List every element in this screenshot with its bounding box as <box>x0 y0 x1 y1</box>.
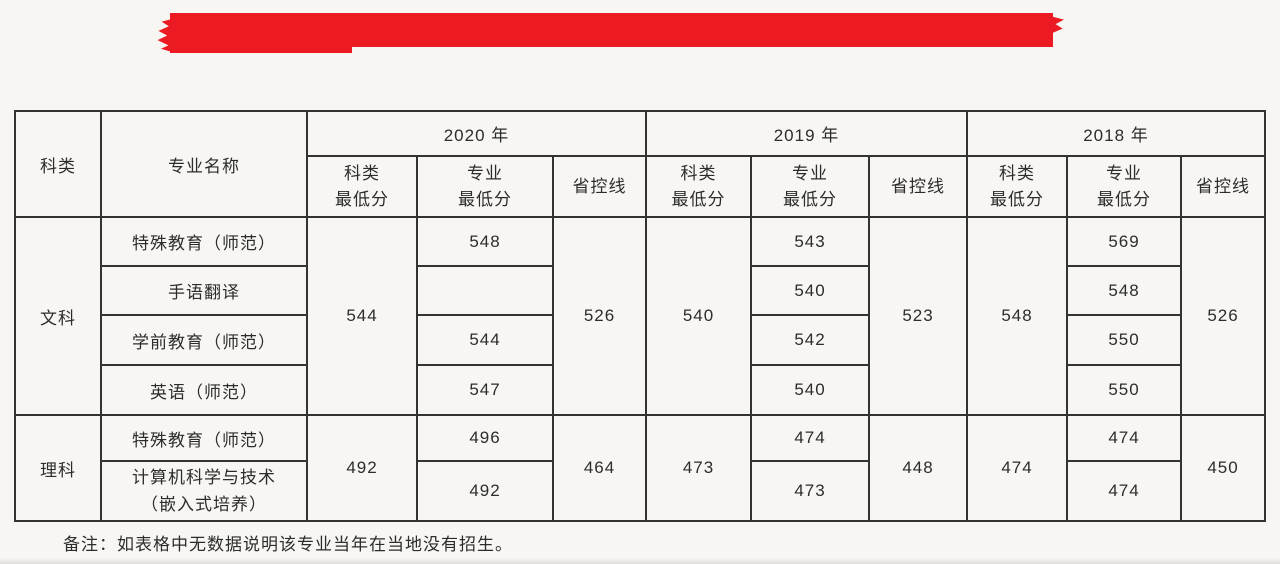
subheader-category-min-2020: 科类 最低分 <box>306 155 418 218</box>
score-cell: 548 <box>966 216 1068 416</box>
score-cell: 523 <box>868 216 968 416</box>
major-line: 计算机科学与技术 <box>132 468 276 487</box>
score-cell: 464 <box>552 414 647 522</box>
subheader-category-min-2018: 科类 最低分 <box>966 155 1068 218</box>
major-cell: 特殊教育（师范） <box>100 216 308 267</box>
score-cell: 474 <box>750 414 870 462</box>
footnote: 备注：如表格中无数据说明该专业当年在当地没有招生。 <box>63 535 513 554</box>
category-cell-wenke: 文科 <box>14 216 102 416</box>
subheader-line: 最低分 <box>458 189 512 209</box>
score-cell: 540 <box>750 265 870 316</box>
year-header-row: 科类 专业名称 2020 年 2019 年 2018 年 <box>14 110 1266 218</box>
score-cell: 542 <box>750 314 870 366</box>
score-cell: 547 <box>416 364 554 416</box>
subheader-major-min-2019: 专业 最低分 <box>750 155 870 218</box>
category-cell-like: 理科 <box>14 414 102 522</box>
table-row: 文科 特殊教育（师范） 544 548 526 540 543 523 548 … <box>14 216 1266 416</box>
table-row: 英语（师范） 547 540 550 <box>15 364 1265 416</box>
major-cell: 英语（师范） <box>100 364 308 416</box>
score-cell: 473 <box>645 414 752 522</box>
subheader-province-line-2018: 省控线 <box>1180 155 1266 218</box>
subheader-line: 最低分 <box>1097 189 1151 209</box>
score-cell: 473 <box>750 460 870 522</box>
score-cell: 544 <box>306 216 418 416</box>
subheader-line: 科类 <box>344 163 380 183</box>
banner-main-block <box>170 13 1053 47</box>
score-cell: 474 <box>966 414 1068 522</box>
score-cell: 543 <box>750 216 870 267</box>
subheader-line: 专业 <box>792 163 828 183</box>
score-cell: 474 <box>1066 414 1182 462</box>
score-cell: 544 <box>416 314 554 366</box>
major-cell: 学前教育（师范） <box>100 314 308 366</box>
major-cell: 特殊教育（师范） <box>100 414 308 462</box>
admission-scores-table: 科类 专业名称 2020 年 2019 年 2018 年 科类 最低分 专业 最… <box>14 110 1266 522</box>
table-row: 理科 特殊教育（师范） 492 496 464 473 474 448 474 … <box>14 414 1266 522</box>
major-cell: 计算机科学与技术 （嵌入式培养） <box>100 460 308 522</box>
score-cell: 540 <box>750 364 870 416</box>
score-cell: 448 <box>868 414 968 522</box>
score-cell: 550 <box>1066 364 1182 416</box>
score-cell: 526 <box>1180 216 1266 416</box>
header-year-2020: 2020 年 <box>306 110 647 157</box>
score-cell: 548 <box>1066 265 1182 316</box>
score-cell: 550 <box>1066 314 1182 366</box>
major-line: （嵌入式培养） <box>141 495 267 514</box>
header-major-name: 专业名称 <box>100 110 308 218</box>
subheader-province-line-2020: 省控线 <box>552 155 647 218</box>
header-category: 科类 <box>14 110 102 218</box>
score-cell: 492 <box>416 460 554 522</box>
table-row: 学前教育（师范） 544 542 550 <box>15 314 1265 366</box>
subheader-line: 最低分 <box>990 189 1044 209</box>
header-year-2019: 2019 年 <box>645 110 968 157</box>
score-cell: 474 <box>1066 460 1182 522</box>
redacted-title-banner <box>153 10 1068 55</box>
subheader-province-line-2019: 省控线 <box>868 155 968 218</box>
table-row: 计算机科学与技术 （嵌入式培养） 492 473 474 <box>15 460 1265 522</box>
score-cell: 450 <box>1180 414 1266 522</box>
major-cell: 手语翻译 <box>100 265 308 316</box>
score-cell: 548 <box>416 216 554 267</box>
subheader-line: 最低分 <box>783 189 837 209</box>
subheader-line: 科类 <box>999 163 1035 183</box>
header-year-2018: 2018 年 <box>966 110 1266 157</box>
score-cell: 540 <box>645 216 752 416</box>
subheader-line: 专业 <box>1106 163 1142 183</box>
subheader-row: 科类 最低分 专业 最低分 省控线 科类 最低分 专业 最低分 省控线 科类 最… <box>15 155 1266 218</box>
banner-right-text-fragment <box>1050 16 1064 34</box>
table-row: 手语翻译 540 548 <box>15 265 1265 316</box>
score-cell: 492 <box>306 414 418 522</box>
subheader-line: 最低分 <box>671 189 726 209</box>
score-cell: 496 <box>416 414 554 462</box>
subheader-line: 科类 <box>680 163 717 183</box>
subheader-category-min-2019: 科类 最低分 <box>645 155 752 218</box>
subheader-line: 最低分 <box>335 189 389 209</box>
subheader-line: 专业 <box>467 163 503 183</box>
subheader-major-min-2020: 专业 最低分 <box>416 155 554 218</box>
score-cell: 569 <box>1066 216 1182 267</box>
empty-score-cell <box>416 265 554 316</box>
subheader-major-min-2018: 专业 最低分 <box>1066 155 1182 218</box>
score-cell: 526 <box>552 216 647 416</box>
